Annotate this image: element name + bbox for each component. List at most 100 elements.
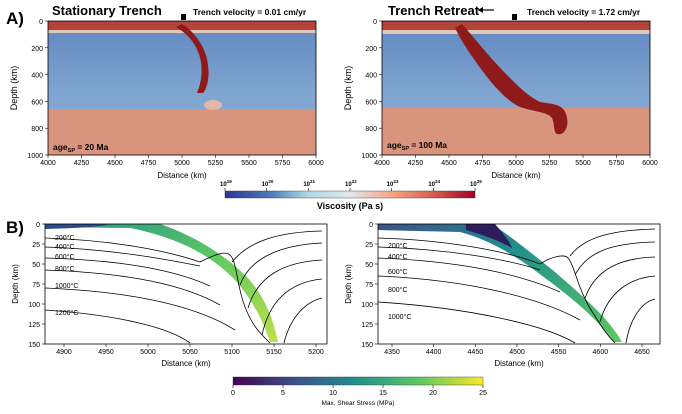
panel-b-right-background bbox=[378, 224, 660, 344]
isotherm-line bbox=[247, 259, 323, 309]
xtick-label: 4950 bbox=[98, 349, 114, 356]
isotherm-line bbox=[44, 309, 191, 344]
isotherm-line bbox=[539, 255, 616, 344]
xtick-label: 5500 bbox=[575, 160, 591, 167]
isotherm-line bbox=[283, 297, 323, 344]
ytick-label: 0 bbox=[373, 19, 377, 26]
isotherm-labels: 200°C 400°C 600°C 800°C 1000°C bbox=[388, 242, 411, 321]
xtick-label: 5250 bbox=[208, 160, 224, 167]
isotherm-line bbox=[231, 230, 323, 263]
ytick-label: 150 bbox=[28, 342, 40, 349]
overriding-plate-low-stress bbox=[466, 224, 512, 248]
panel-a-right-velocity: Trench velocity = 1.72 cm/yr bbox=[527, 7, 641, 17]
colorbar-tick-label: 5 bbox=[281, 390, 285, 397]
colorbar-tick-label: 25 bbox=[479, 390, 487, 397]
xtick-label: 4000 bbox=[40, 160, 56, 167]
ytick-label: 100 bbox=[28, 302, 40, 309]
isotherm-label: 1000°C bbox=[55, 282, 78, 290]
stress-colorbar-ticks: 0 5 10 15 20 25 bbox=[231, 385, 487, 397]
isotherm-line bbox=[625, 298, 656, 344]
panel-b-left-yticks: 0 25 50 75 100 125 150 bbox=[28, 222, 45, 349]
panel-b-right-yticks: 0 25 50 75 100 125 150 bbox=[361, 222, 378, 349]
isotherm-line bbox=[377, 301, 576, 344]
isotherm-line bbox=[377, 246, 541, 271]
trench-marker bbox=[512, 14, 517, 20]
colorbar-tick-label: 1021 bbox=[303, 179, 315, 188]
ytick-label: 25 bbox=[32, 242, 40, 249]
colorbar-tick-label: 20 bbox=[429, 390, 437, 397]
panel-a-right-age: ageSP = 100 Ma bbox=[387, 140, 447, 152]
colorbar-tick-label: 15 bbox=[379, 390, 387, 397]
xtick-label: 4000 bbox=[374, 160, 390, 167]
xtick-label: 4350 bbox=[384, 349, 400, 356]
lithosphere-base bbox=[382, 30, 650, 34]
ytick-label: 100 bbox=[361, 302, 373, 309]
isotherm-line bbox=[261, 278, 323, 336]
panel-b-left-ylabel: Depth (km) bbox=[11, 264, 20, 304]
isotherm-line bbox=[44, 237, 201, 263]
stress-colorbar: 0 5 10 15 20 25 Max. Shear Stress (MPa) bbox=[231, 376, 487, 407]
ytick-label: 0 bbox=[39, 19, 43, 26]
ytick-label: 600 bbox=[365, 99, 377, 106]
retreat-arrow-icon bbox=[478, 7, 483, 13]
xtick-label: 5150 bbox=[266, 349, 282, 356]
isotherm-line bbox=[44, 269, 221, 306]
panel-a-left-ylabel: Depth (km) bbox=[9, 66, 19, 111]
ytick-label: 200 bbox=[31, 46, 43, 53]
colorbar-tick-label: 1020 bbox=[262, 179, 274, 188]
xtick-label: 4900 bbox=[56, 349, 72, 356]
isotherm-line bbox=[599, 275, 656, 323]
ytick-label: 150 bbox=[361, 342, 373, 349]
panel-a-right-xticks: 4000 4250 4500 4750 5000 5250 5500 5750 6000 bbox=[374, 155, 658, 167]
isotherm-label: 200°C bbox=[388, 242, 408, 250]
colorbar-tick-label: 1025 bbox=[470, 179, 482, 188]
xtick-label: 4550 bbox=[551, 349, 567, 356]
isotherms bbox=[44, 230, 323, 344]
xtick-label: 5000 bbox=[508, 160, 524, 167]
isotherm-line bbox=[377, 257, 561, 293]
lithosphere-surface bbox=[382, 21, 650, 30]
viscosity-colorbar-label: Viscosity (Pa s) bbox=[317, 201, 383, 211]
ytick-label: 0 bbox=[369, 222, 373, 229]
panel-b-right-xticks: 4350 4400 4450 4500 4550 4600 4650 bbox=[384, 344, 650, 356]
panel-b-right-xlabel: Distance (km) bbox=[494, 359, 544, 368]
lithosphere-base bbox=[48, 30, 316, 33]
isotherm-label: 600°C bbox=[388, 268, 408, 276]
panel-b-left-xticks: 4900 4950 5000 5050 5100 5150 5200 bbox=[56, 344, 324, 356]
panel-a-label: A) bbox=[6, 9, 24, 28]
isotherm-line bbox=[569, 228, 656, 257]
xtick-label: 4250 bbox=[74, 160, 90, 167]
colorbar-tick-label: 1019 bbox=[220, 179, 232, 188]
isotherm-line bbox=[199, 252, 271, 344]
xtick-label: 4450 bbox=[468, 349, 484, 356]
ytick-label: 50 bbox=[32, 262, 40, 269]
panel-a-right-yticks: 0 200 400 600 800 1000 bbox=[361, 19, 382, 160]
xtick-label: 5250 bbox=[542, 160, 558, 167]
xtick-label: 5200 bbox=[308, 349, 324, 356]
isotherm-label: 200°C bbox=[55, 234, 75, 242]
xtick-label: 4600 bbox=[593, 349, 609, 356]
viscosity-colorbar-ticks: 1019 1020 1021 1022 1023 1024 1025 bbox=[220, 179, 482, 191]
panel-a-left-age: ageSP = 20 Ma bbox=[53, 142, 109, 154]
panel-a-left-xticks: 4000 4250 4500 4750 5000 5250 5500 5750 6000 bbox=[40, 155, 324, 167]
isotherms bbox=[377, 228, 656, 344]
panel-b-label: B) bbox=[6, 218, 24, 237]
colorbar-tick-label: 1022 bbox=[345, 179, 357, 188]
viscosity-colorbar: 1019 1020 1021 1022 1023 1024 1025 Viscosity (… bbox=[220, 179, 482, 211]
panel-a-right-ylabel: Depth (km) bbox=[343, 66, 353, 111]
ytick-label: 125 bbox=[361, 322, 373, 329]
isotherm-label: 800°C bbox=[388, 286, 408, 294]
isotherm-label: 1000°C bbox=[388, 313, 411, 321]
colorbar-tick-label: 0 bbox=[231, 390, 235, 397]
lower-mantle bbox=[382, 108, 650, 155]
panel-a-right: Trench Retreat Trench velocity = 1.72 cm… bbox=[343, 3, 658, 180]
xtick-label: 4500 bbox=[509, 349, 525, 356]
isotherm-label: 400°C bbox=[388, 253, 408, 261]
surface-low-stress bbox=[45, 224, 110, 229]
panel-a-left-title: Stationary Trench bbox=[52, 3, 162, 18]
isotherm-line bbox=[44, 246, 201, 267]
slab bbox=[176, 24, 209, 93]
